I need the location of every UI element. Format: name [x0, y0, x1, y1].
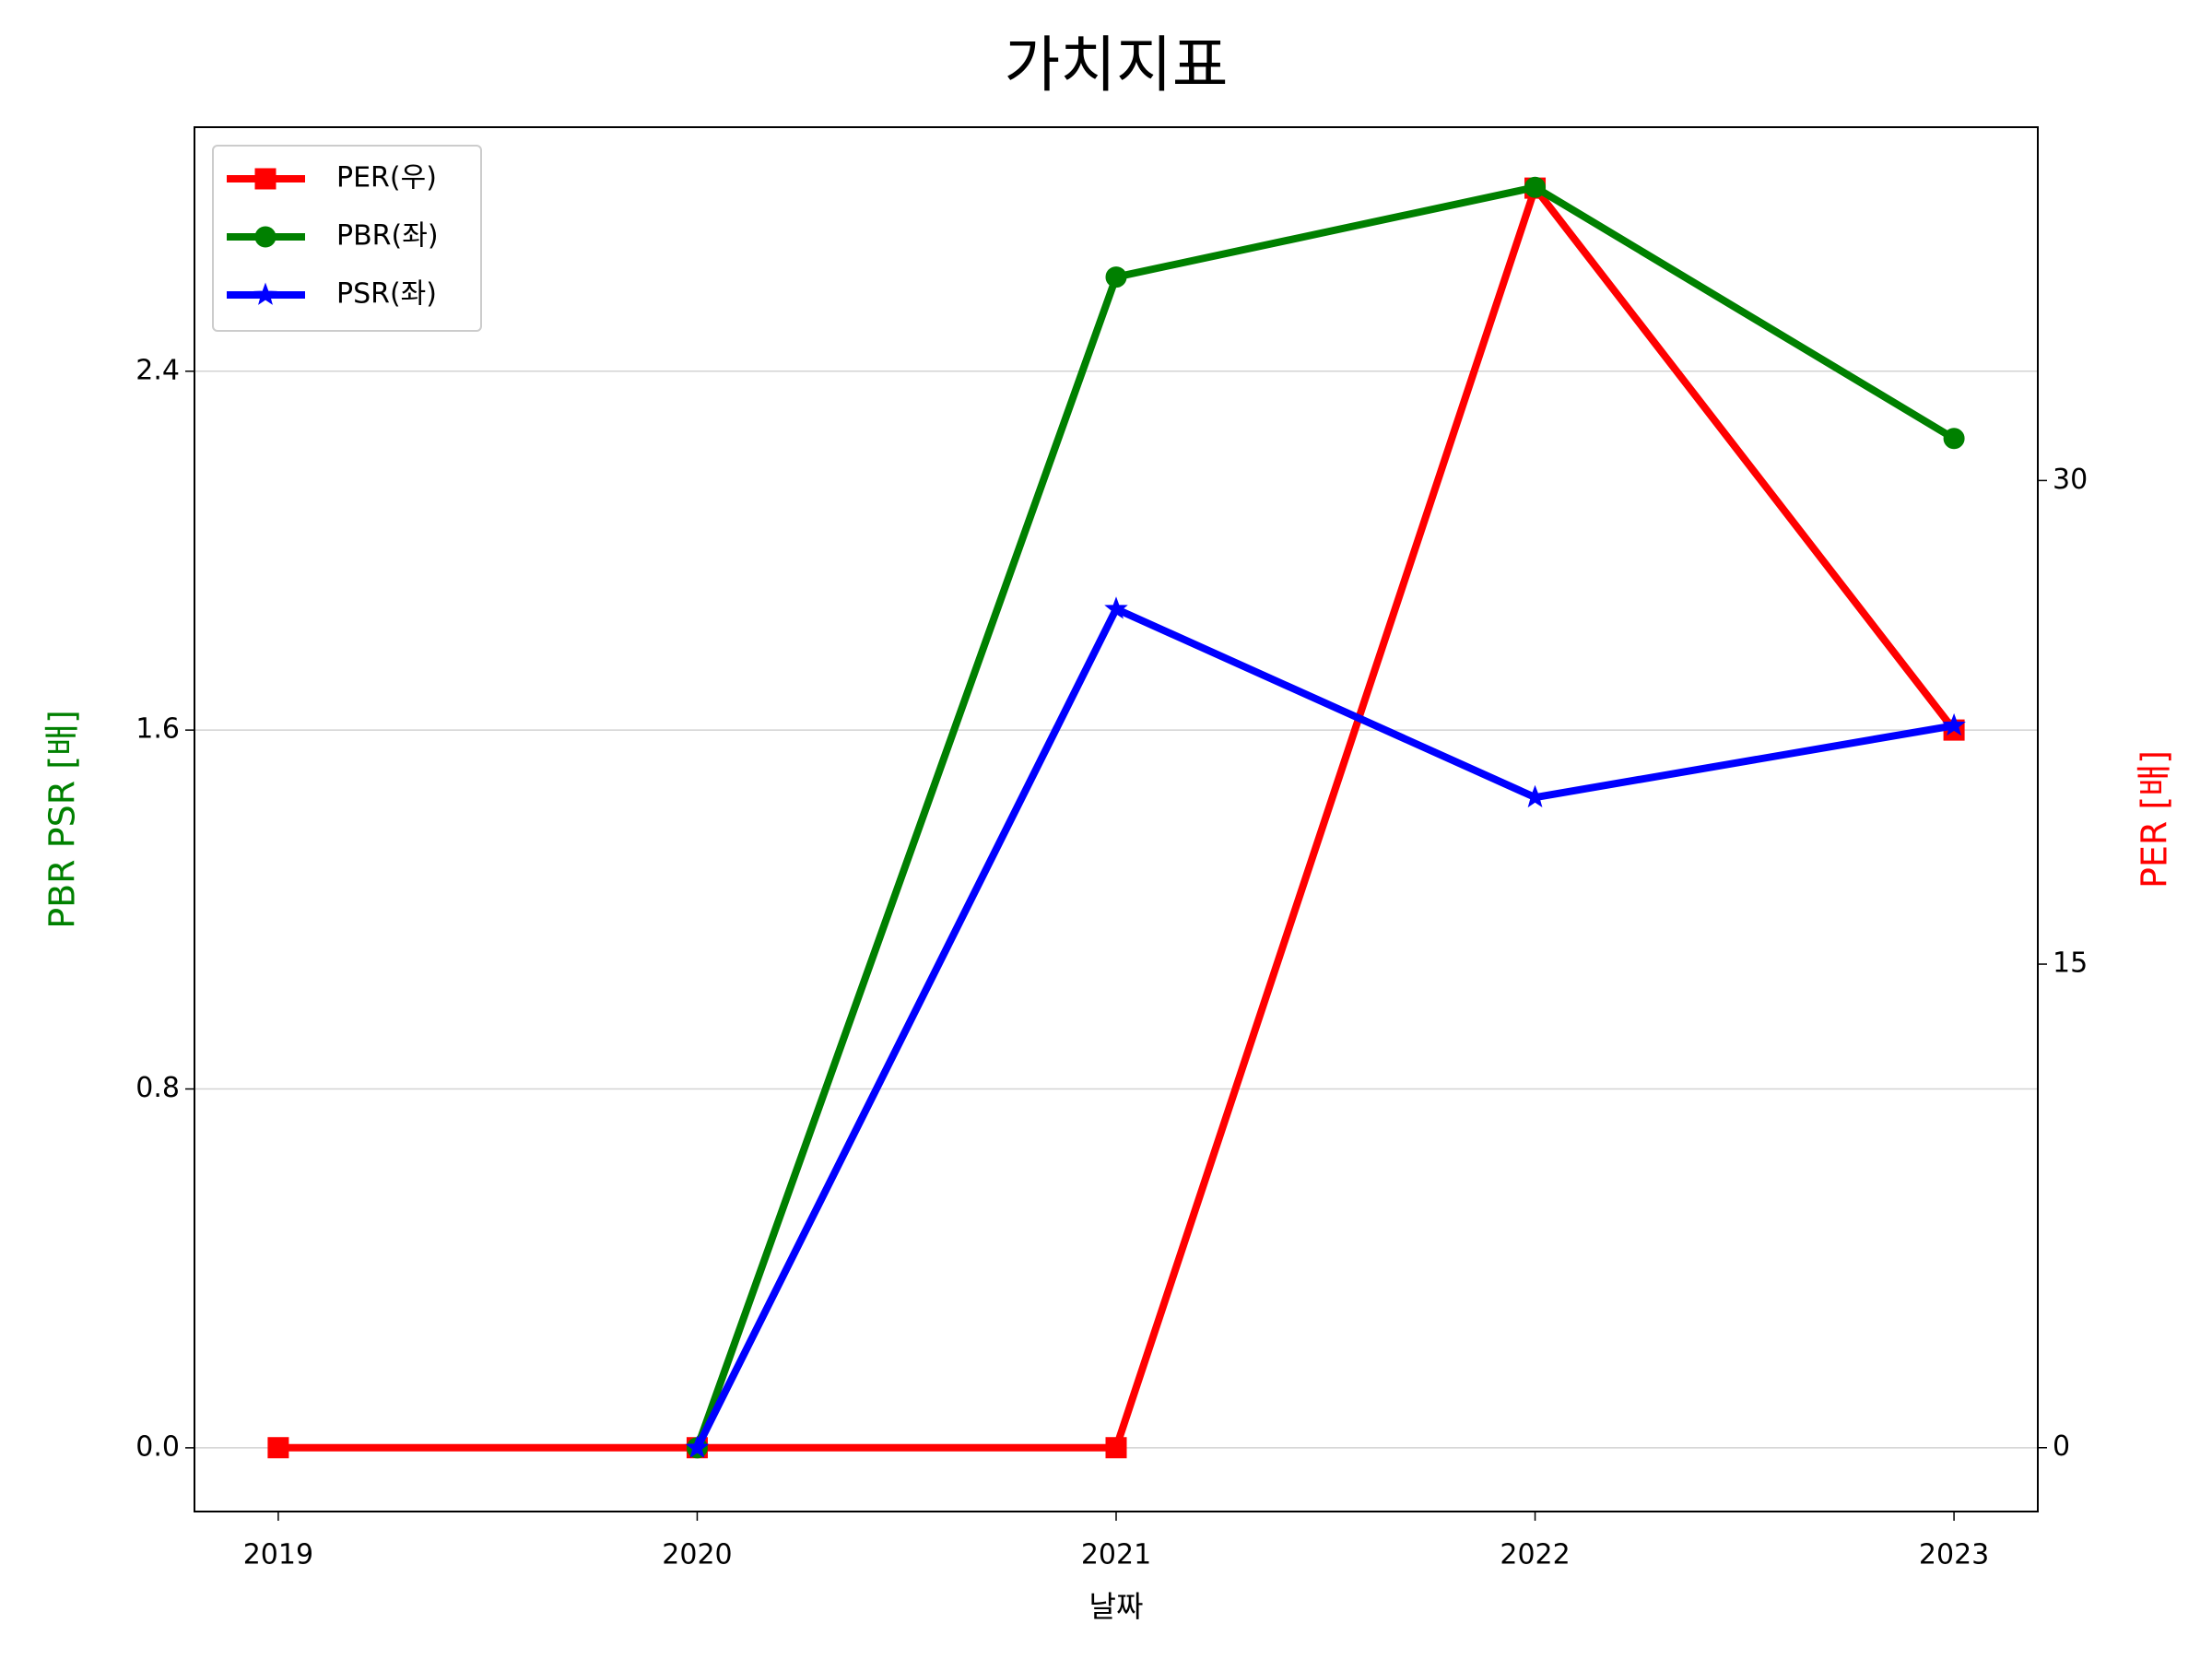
x-tick-label: 2021: [1081, 1539, 1151, 1571]
x-tick-label: 2022: [1500, 1539, 1570, 1571]
data-point: [1943, 428, 1965, 450]
x-axis-label: 날짜: [1089, 1589, 1144, 1624]
y-tick-label: 2.4: [135, 354, 180, 386]
series-line: [693, 183, 1957, 1450]
legend-label: PSR(좌): [336, 278, 437, 311]
y-tick-label: 1.6: [135, 713, 180, 746]
y2-tick-label: 15: [2053, 947, 2088, 980]
data-point: [1105, 266, 1127, 288]
x-tick-label: 2023: [1919, 1539, 1989, 1571]
y-axis-label: PBR PSR [배]: [42, 710, 83, 929]
plot-frame: [194, 126, 2039, 1512]
legend-label: PBR(좌): [336, 220, 439, 253]
legend-marker: [254, 226, 276, 248]
y-tick-label: 0.0: [135, 1430, 180, 1463]
data-point: [1104, 596, 1128, 619]
legend-marker: [253, 282, 277, 305]
data-point: [685, 1435, 710, 1458]
y2-tick-label: 30: [2053, 464, 2088, 496]
legend-box: [212, 145, 482, 332]
data-point: [1105, 1437, 1127, 1459]
data-point: [1942, 712, 1966, 736]
x-tick-label: 2019: [243, 1539, 313, 1571]
y2-axis-label: PER [배]: [2135, 750, 2175, 888]
y-tick-label: 0.8: [135, 1072, 180, 1104]
legend-label: PER(우): [336, 162, 437, 194]
legend-marker: [254, 168, 276, 190]
series-line: [693, 605, 1955, 1450]
series-line: [277, 184, 1958, 1452]
data-point: [267, 1437, 289, 1459]
data-point: [1523, 784, 1547, 808]
chart-title: 가치지표: [1005, 29, 1229, 100]
x-tick-label: 2020: [662, 1539, 732, 1571]
y2-tick-label: 0: [2053, 1430, 2070, 1463]
data-point: [1524, 176, 1547, 198]
